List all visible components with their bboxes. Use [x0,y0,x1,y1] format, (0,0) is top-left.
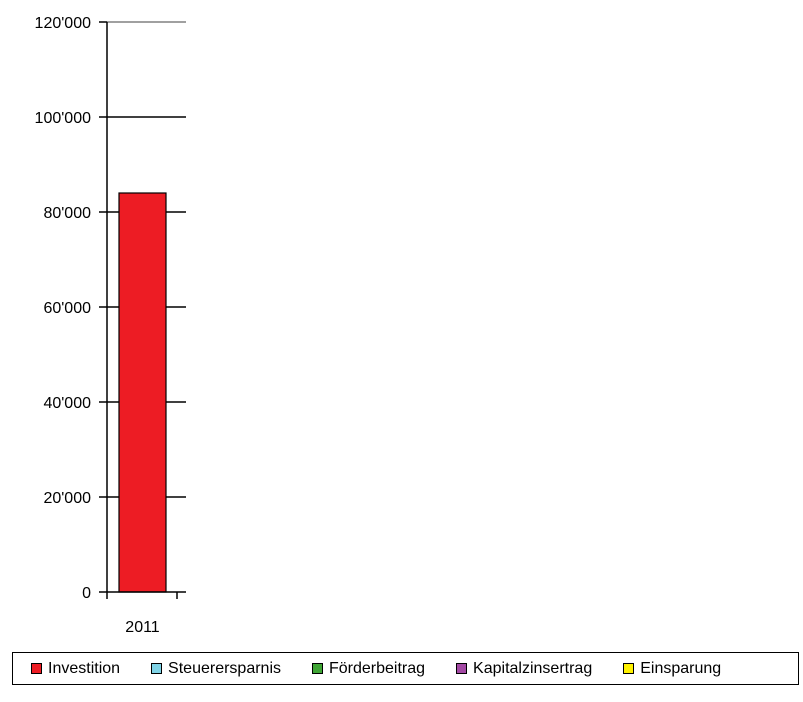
legend-swatch [312,663,323,674]
legend-label: Steuerersparnis [168,659,281,677]
legend-swatch [31,663,42,674]
y-tick-label: 60'000 [43,300,91,317]
legend-item: Kapitalzinsertrag [456,660,592,678]
legend-swatch [456,663,468,674]
bar-investition [118,192,167,593]
legend-swatch [623,663,635,674]
legend-item: Förderbeitrag [312,660,425,678]
legend-swatch [151,663,163,674]
x-tick-label: 2011 [125,619,160,636]
y-tick-label: 20'000 [43,490,91,507]
legend-label: Kapitalzinsertrag [473,659,593,677]
legend-item: Investition [31,660,120,678]
legend: Investition Steuerersparnis Förderbeitrag K… [12,652,799,685]
legend-item: Steuerersparnis [151,660,281,678]
legend-label: Investition [48,659,121,677]
y-tick-label: 100'000 [35,110,92,127]
y-tick-label: 0 [82,585,91,602]
y-tick-label: 40'000 [43,395,91,412]
y-tick-label: 120'000 [35,15,92,32]
legend-label: Einsparung [640,659,722,677]
legend-label: Förderbeitrag [329,659,426,677]
y-tick-label: 80'000 [43,205,91,222]
legend-item: Einsparung [623,660,721,678]
